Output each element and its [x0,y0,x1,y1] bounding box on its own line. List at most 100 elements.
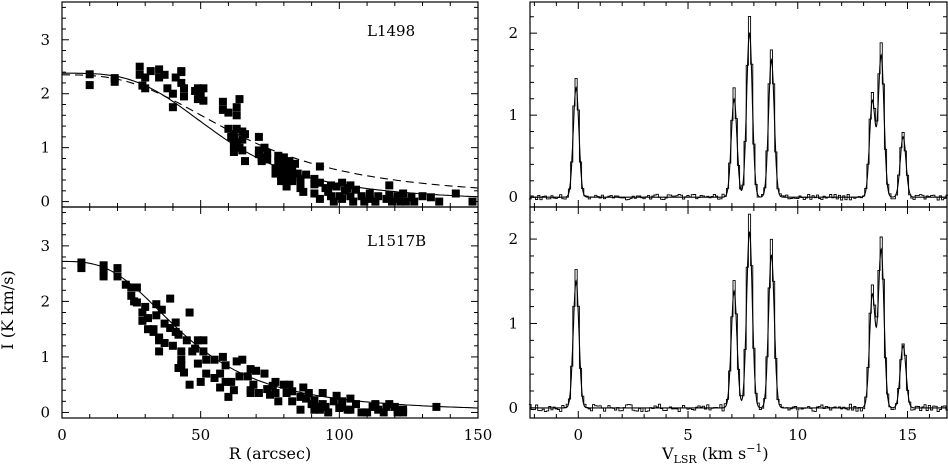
data-point [160,319,169,328]
x-tick-label: 50 [191,426,210,444]
data-point [193,336,202,345]
data-point [180,368,188,377]
data-point [260,143,269,152]
plot-frame [529,206,948,419]
panel-l1517b-intensity-profile: 0 1 2 3 0 50 100 150 [40,206,493,444]
model-spectrum [530,231,947,409]
data-point [132,298,141,307]
panel-label-l1498: L1498 [367,22,415,40]
data-point [263,385,272,394]
data-point [160,70,169,79]
data-point [374,192,383,201]
data-point [324,187,333,196]
data-point [138,316,147,325]
data-point [315,178,324,187]
data-point [426,193,435,202]
y-tick-label: 1 [508,314,518,332]
data-point [232,357,241,366]
x-tick-label: 100 [325,426,354,444]
data-point [432,402,441,411]
data-point [246,389,255,397]
data-point [229,130,238,139]
x-tick-label: 15 [898,426,917,444]
data-point [171,73,180,82]
data-point [282,182,291,191]
data-point [241,130,249,139]
panel-l1517b-spectrum: 0 1 2 0 5 10 15 [508,206,948,444]
data-point [365,189,374,198]
data-point [182,336,191,345]
data-point [271,389,280,397]
data-point [171,318,180,327]
data-point [177,361,186,370]
data-point [177,78,186,87]
data-point [185,308,194,317]
y-tick-label: 0 [508,188,518,206]
x-tick-label: 0 [57,426,67,444]
data-point [218,105,227,114]
data-point [99,261,108,270]
data-point [241,157,249,166]
data-point [110,77,119,86]
data-point [371,197,380,206]
data-point [271,377,280,386]
data-point [155,347,164,356]
data-point [399,405,408,414]
data-point [113,272,122,281]
data-point [435,197,444,206]
y-tick-label: 0 [40,193,50,211]
data-point [396,197,405,206]
y-axis-label: I (K km/s) [0,270,17,349]
data-point [310,189,319,198]
x-axis-label-end: ) [762,444,768,463]
data-point [338,194,347,203]
data-point [210,355,219,364]
data-point [224,124,233,133]
model-spectrum [530,32,947,198]
data-point [193,95,202,104]
data-point [418,192,427,201]
data-point [302,170,311,179]
data-point [227,377,236,386]
data-point [385,191,394,200]
x-tick-label: 150 [464,426,493,444]
x-axis-label-sup: −1 [746,442,762,455]
data-point [360,197,369,206]
data-point [238,146,247,155]
data-point [346,192,355,201]
y-tick-label: 2 [40,85,50,103]
data-point [315,194,324,203]
data-point [199,336,208,345]
data-point [257,157,266,166]
panel-l1498-spectrum: 0 1 2 [508,1,948,208]
data-point [155,73,164,82]
data-point [310,180,319,189]
data-point [393,408,402,417]
data-point [149,327,158,336]
y-tick-label: 2 [508,230,518,248]
data-point [338,178,347,187]
data-point [274,157,283,166]
data-point [407,193,416,202]
data-point [180,84,188,93]
data-point [232,138,241,147]
data-point [263,149,272,158]
data-point [229,148,238,156]
data-point [218,97,227,106]
data-point [141,84,150,93]
data-point [191,344,200,353]
data-point [232,124,241,133]
data-point [288,173,297,182]
data-point [152,300,161,309]
data-point [260,369,269,378]
y-tick-label: 3 [40,237,50,255]
data-point [152,311,161,320]
data-point [274,397,283,406]
data-point [468,197,477,206]
x-axis-label-left: R (arcsec) [229,444,311,463]
data-point [315,162,324,171]
data-point [399,189,408,198]
x-axis-label-right: VLSR (km s−1) [661,442,769,464]
data-point [144,325,152,334]
y-tick-label: 2 [40,292,50,310]
